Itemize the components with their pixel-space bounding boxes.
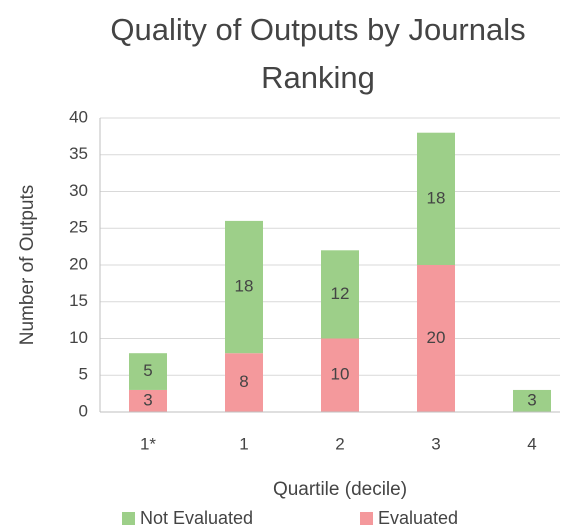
- bar-segment: [129, 389, 167, 412]
- bar-segment: [321, 250, 359, 339]
- data-label: 20: [427, 328, 446, 347]
- legend-label: Evaluated: [378, 508, 458, 528]
- data-label: 12: [331, 284, 350, 303]
- bar-segment: [417, 265, 455, 412]
- data-label: 5: [143, 361, 152, 380]
- x-tick-label: 1: [239, 434, 248, 453]
- bar-segment: [225, 353, 263, 412]
- y-tick-label: 30: [69, 181, 88, 200]
- y-tick-label: 40: [69, 107, 88, 126]
- y-tick-label: 15: [69, 291, 88, 310]
- legend-swatch: [122, 512, 135, 525]
- y-tick-label: 5: [79, 365, 88, 384]
- legend-swatch: [360, 512, 373, 525]
- data-label: 18: [427, 188, 446, 207]
- data-label: 8: [239, 372, 248, 391]
- y-tick-label: 35: [69, 144, 88, 163]
- legend-label: Not Evaluated: [140, 508, 253, 528]
- y-tick-label: 10: [69, 328, 88, 347]
- bar-segment: [225, 220, 263, 354]
- bar-segment: [513, 389, 551, 412]
- y-axis-title: Number of Outputs: [17, 185, 38, 346]
- x-tick-label: 1*: [140, 434, 156, 453]
- chart-title: Quality of Outputs by Journals Ranking: [110, 12, 526, 95]
- data-label: 3: [143, 390, 152, 409]
- y-tick-label: 0: [79, 401, 88, 420]
- x-tick-label: 3: [431, 434, 440, 453]
- y-tick-label: 20: [69, 254, 88, 273]
- bar-segment: [417, 132, 455, 265]
- x-tick-label: 2: [335, 434, 344, 453]
- data-label: 3: [527, 390, 536, 409]
- x-tick-label: 4: [527, 434, 536, 453]
- bar-segment: [321, 338, 359, 412]
- x-axis-title: Quartile (decile): [273, 479, 407, 500]
- data-label: 10: [331, 365, 350, 384]
- data-label: 18: [235, 277, 254, 296]
- bar-segment: [129, 353, 167, 390]
- y-tick-label: 25: [69, 218, 88, 237]
